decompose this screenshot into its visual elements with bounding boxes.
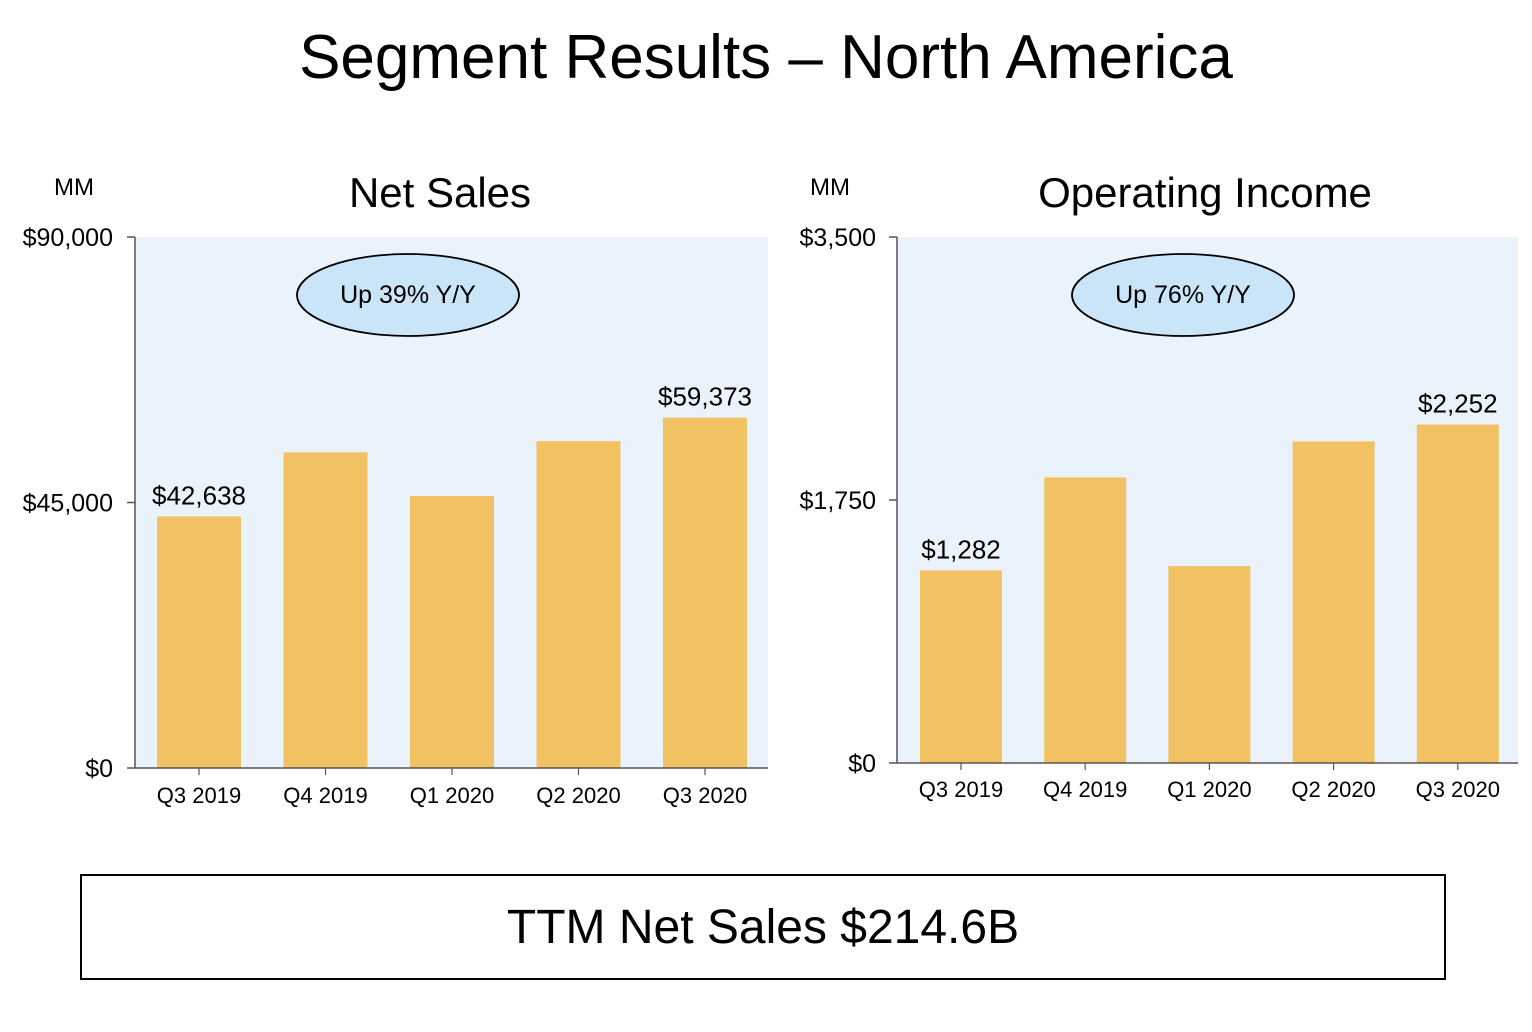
operating-income-bar-q2-2020 — [1292, 441, 1375, 763]
net-sales-data-label: $59,373 — [658, 382, 752, 412]
ttm-net-sales-label: TTM Net Sales $214.6B — [506, 900, 1020, 954]
operating-income-unit-label: MM — [810, 174, 850, 201]
operating-income-x-tick-label: Q1 2020 — [1167, 777, 1251, 802]
net-sales-bar-q3-2020 — [663, 417, 747, 768]
net-sales-data-label: $42,638 — [152, 480, 246, 510]
operating-income-bar-q1-2020 — [1168, 566, 1251, 763]
operating-income-data-label: $1,282 — [921, 534, 1001, 564]
operating-income-y-tick-label: $3,500 — [800, 224, 876, 252]
net-sales-x-tick-label: Q3 2019 — [157, 783, 241, 808]
net-sales-bar-q2-2020 — [536, 441, 621, 768]
operating-income-y-tick-label: $1,750 — [800, 487, 876, 515]
operating-income-yoy-badge — [1071, 253, 1295, 337]
net-sales-y-tick-label: $0 — [85, 755, 113, 783]
net-sales-yoy-badge-label: Up 39% Y/Y — [340, 281, 476, 309]
operating-income-bar-q4-2019 — [1044, 477, 1127, 763]
net-sales-chart-title: Net Sales — [349, 169, 531, 216]
operating-income-bar-q3-2020 — [1416, 424, 1499, 763]
operating-income-bar-q3-2019 — [920, 570, 1002, 763]
net-sales-bar-q3-2019 — [157, 516, 241, 768]
operating-income-x-tick-label: Q3 2019 — [919, 777, 1003, 802]
net-sales-x-tick-label: Q4 2019 — [283, 783, 367, 808]
operating-income-yoy-badge-label: Up 76% Y/Y — [1115, 281, 1251, 309]
operating-income-x-tick-label: Q3 2020 — [1416, 777, 1500, 802]
net-sales-chart: MM Net Sales $0 $45,000 $90,000 Q3 2019 Q4 201… — [23, 169, 768, 808]
net-sales-bar-q1-2020 — [410, 496, 494, 768]
net-sales-y-tick-label: $45,000 — [23, 490, 113, 518]
net-sales-bar-q4-2019 — [283, 452, 368, 768]
page-title: Segment Results – North America — [299, 23, 1233, 92]
ttm-net-sales-box: TTM Net Sales $214.6B — [80, 874, 1446, 980]
net-sales-x-tick-label: Q1 2020 — [410, 783, 494, 808]
net-sales-x-tick-label: Q3 2020 — [663, 783, 747, 808]
operating-income-x-tick-label: Q2 2020 — [1291, 777, 1375, 802]
net-sales-y-tick-label: $90,000 — [23, 224, 113, 252]
operating-income-y-tick-label: $0 — [848, 750, 876, 778]
net-sales-unit-label: MM — [54, 174, 94, 201]
net-sales-yoy-badge — [296, 253, 520, 337]
net-sales-x-tick-label: Q2 2020 — [536, 783, 620, 808]
operating-income-data-label: $2,252 — [1418, 389, 1498, 419]
operating-income-chart-title: Operating Income — [1038, 169, 1372, 216]
operating-income-x-tick-label: Q4 2019 — [1043, 777, 1127, 802]
operating-income-chart: MM Operating Income $0 $1,750 $3,500 Q3 2019 Q… — [800, 169, 1518, 802]
